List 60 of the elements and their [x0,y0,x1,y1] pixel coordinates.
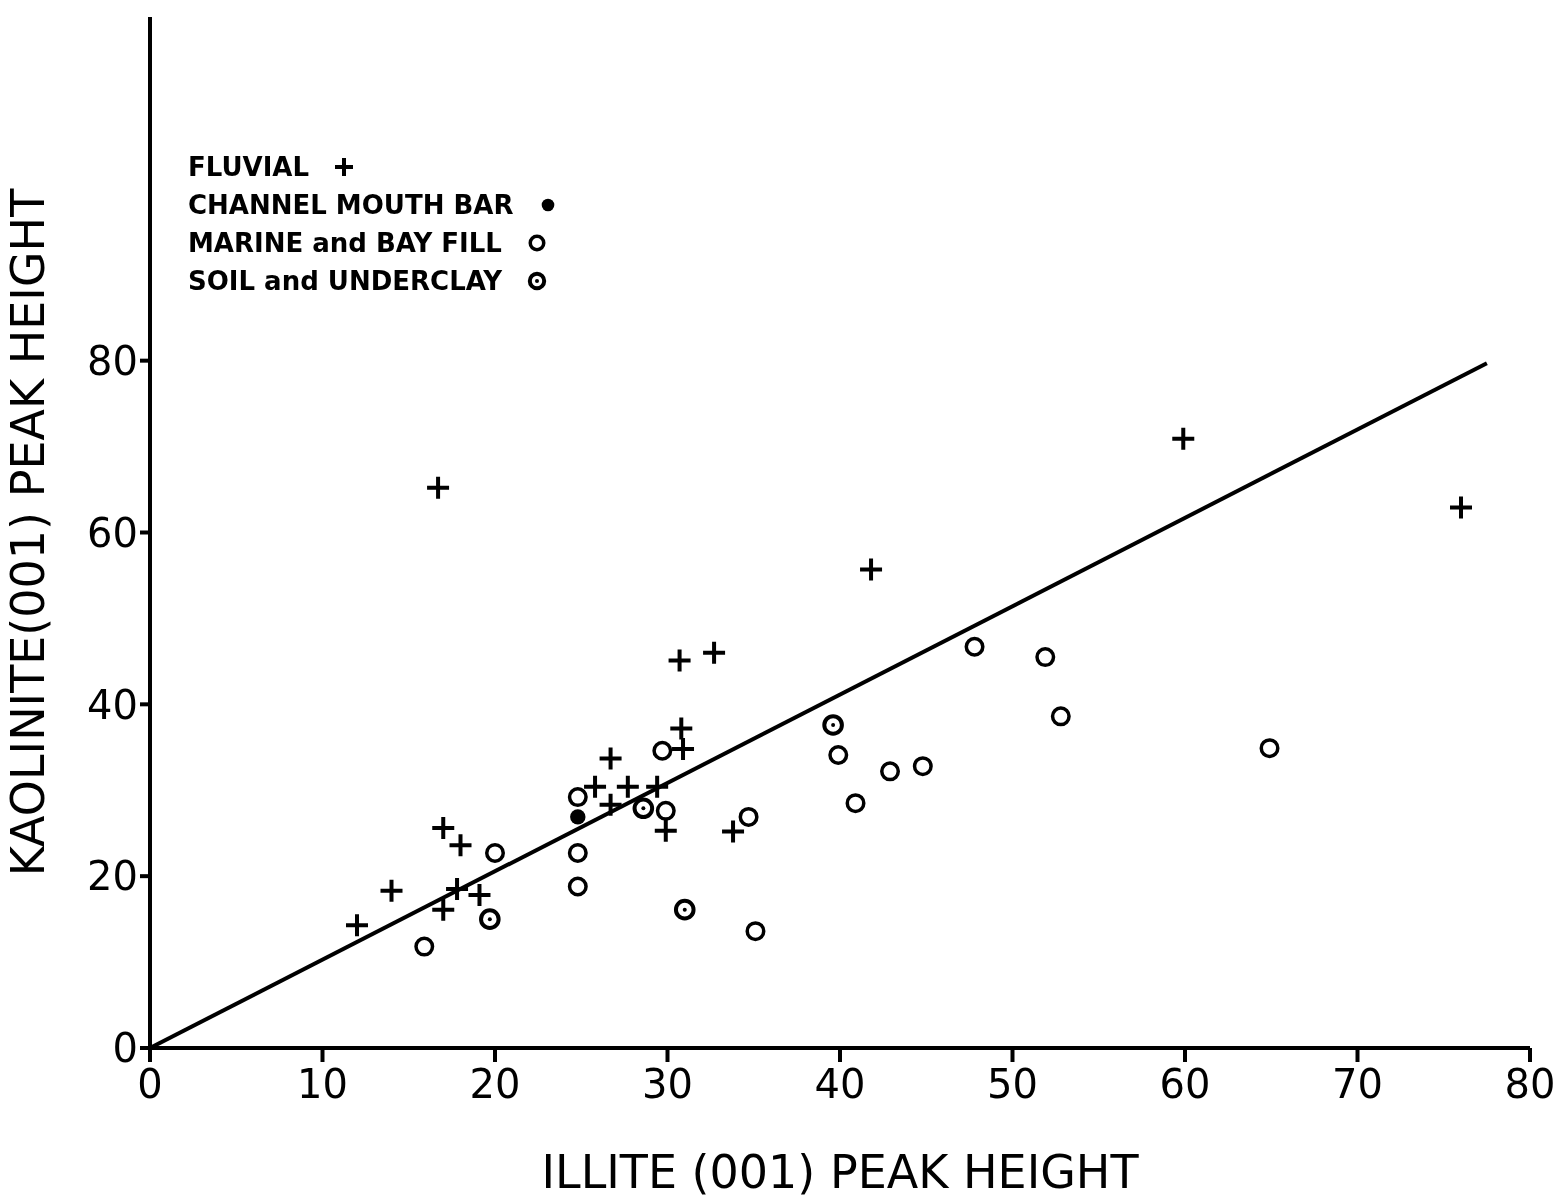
y-tick-label: 80 [87,337,138,384]
point [880,761,901,782]
point [1450,496,1472,519]
x-tick-label: 40 [814,1061,866,1108]
point [703,641,726,664]
point [652,740,673,761]
point [432,817,455,840]
x-tick-label: 60 [1159,1061,1211,1108]
point [414,936,435,957]
point [570,809,586,825]
y-tick-label: 0 [112,1025,138,1072]
point [584,775,607,798]
point [599,747,622,770]
point [1035,647,1056,668]
point [673,898,696,921]
point [567,842,588,863]
x-tick-label: 10 [297,1061,348,1108]
point [654,819,677,842]
y-tick-label: 40 [87,681,138,728]
point [485,842,505,863]
y-axis-title: KAOLINITE(001) PEAK HEIGHT [1,187,56,877]
legend-label: SOIL and UNDERCLAY [188,265,503,298]
point [964,636,985,657]
point [845,793,866,814]
point [567,787,588,808]
point [346,914,368,937]
legend-label: MARINE and BAY FILL [188,227,502,260]
x-tick-label: 20 [469,1061,521,1108]
point [655,800,676,821]
point [479,908,501,930]
point [672,738,695,761]
x-tick-label: 80 [1504,1061,1556,1108]
point [432,898,455,921]
point [745,921,766,942]
x-tick-label: 70 [1332,1061,1383,1108]
point [828,745,849,766]
point [427,476,450,499]
point [912,756,933,777]
point [1259,738,1280,759]
x-axis-title: ILLITE (001) PEAK HEIGHT [541,1145,1140,1199]
point [468,884,491,907]
point [822,714,844,736]
point [632,797,655,820]
point [722,820,745,843]
point [616,775,639,798]
point [567,876,588,897]
point [449,834,472,857]
point [738,806,759,827]
y-tick-label: 60 [87,509,138,556]
point [1172,427,1195,450]
legend-label: CHANNEL MOUTH BAR [188,189,514,222]
point [380,879,403,902]
point [668,649,691,672]
point [860,558,883,581]
point [1050,706,1071,727]
legend-label: FLUVIAL [188,151,309,184]
x-tick-label: 30 [642,1061,693,1108]
y-tick-label: 20 [87,853,138,900]
point [670,717,693,740]
x-tick-label: 50 [987,1061,1038,1108]
